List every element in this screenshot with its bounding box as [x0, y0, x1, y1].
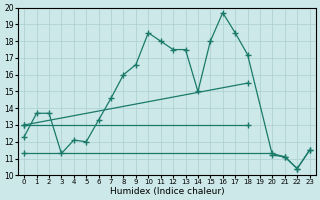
X-axis label: Humidex (Indice chaleur): Humidex (Indice chaleur)	[109, 187, 224, 196]
